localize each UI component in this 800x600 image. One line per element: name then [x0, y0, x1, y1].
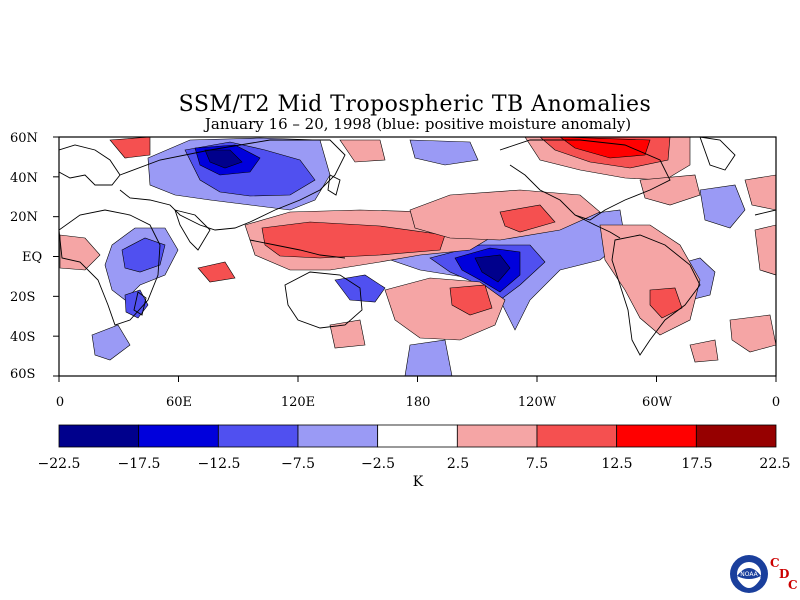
colorbar-box	[58, 424, 140, 448]
colorbar-label: 22.5	[759, 456, 791, 472]
map-title: SSM/T2 Mid Tropospheric TB Anomalies	[178, 92, 652, 117]
lat-label-eq: EQ	[22, 250, 43, 265]
anomaly-red-gulf	[59, 234, 101, 271]
anomaly-red-west-atlantic	[744, 174, 776, 211]
colorbar-box	[616, 424, 697, 448]
colorbar-box	[217, 424, 299, 448]
colorbar-label: −12.5	[197, 456, 241, 472]
anomaly-red-southwest-pacific	[329, 319, 366, 349]
lon-label-60w: 60W	[642, 395, 672, 410]
coastline-madagascar	[133, 291, 147, 316]
lon-label-60e: 60E	[165, 395, 193, 410]
anomaly-red-east-atlantic	[754, 224, 776, 276]
lon-label-180: 180	[405, 395, 431, 410]
noaa-logo-icon: NOAA	[730, 555, 768, 593]
colorbar-box	[695, 424, 777, 448]
colorbar-box	[138, 424, 219, 448]
anomaly-blue-south-pacific	[404, 339, 453, 376]
cdc-letter: C	[770, 556, 780, 570]
lat-label-60s: 60S	[10, 367, 36, 382]
lat-label-40n: 40N	[10, 171, 38, 186]
coastline-greenland	[699, 137, 736, 171]
anomaly-red-indian-ocean	[197, 261, 236, 283]
anomaly-red-south-america-core	[649, 287, 683, 319]
map-subtitle: January 16 – 20, 1998 (blue: positive mo…	[204, 115, 632, 133]
lat-label-40s: 40S	[10, 330, 36, 345]
lat-label-60n: 60N	[10, 131, 38, 146]
anomaly-red-nepal	[339, 139, 386, 163]
colorbar-label: 2.5	[446, 456, 470, 472]
anomaly-blue-north-atlantic	[699, 184, 746, 229]
coastline-north-america	[499, 139, 671, 221]
coastline-south-america	[611, 234, 701, 356]
anomaly-red-north-atlantic	[639, 174, 701, 206]
anomaly-red-north-america-deep	[559, 137, 651, 159]
colorbar-label: 7.5	[525, 456, 549, 472]
lat-label-20s: 20S	[10, 290, 36, 305]
coastline-africa	[59, 209, 161, 326]
anomaly-red-south-indian	[689, 339, 719, 363]
coastline-indonesia	[249, 239, 346, 259]
colorbar-box	[377, 424, 458, 448]
anomaly-blue-central-asia-deepest	[204, 149, 243, 169]
noaa-logo-text: NOAA	[740, 571, 758, 578]
colorbar-box	[536, 424, 618, 448]
colorbar-label: −17.5	[117, 456, 161, 472]
coastline-japan	[327, 174, 341, 196]
anomaly-red-mediterranean	[109, 137, 151, 159]
anomaly-red-west-pacific-core	[261, 221, 446, 259]
anomaly-blue-africa-core	[121, 237, 166, 273]
colorbar-label: −22.5	[37, 456, 81, 472]
colorbar-label: −7.5	[281, 456, 315, 472]
colorbar-label: 12.5	[601, 456, 633, 472]
anomaly-red-mid-pacific-core	[499, 204, 556, 233]
colorbar-box	[297, 424, 379, 448]
anomaly-blue-east-pacific-deepest	[474, 254, 511, 283]
coastline-europe	[59, 144, 121, 186]
coastline-central-america	[574, 214, 621, 239]
lon-label-120w: 120W	[517, 395, 557, 410]
cdc-letter: C	[788, 578, 798, 592]
colorbar-label: −2.5	[361, 456, 395, 472]
colorbar-label: 17.5	[681, 456, 713, 472]
coastline-asia	[119, 139, 346, 231]
coastline-australia	[284, 271, 363, 329]
colorbar-unit: K	[412, 474, 424, 490]
anomaly-blue-north-pacific	[409, 139, 479, 166]
colorbar-box	[456, 424, 538, 448]
anomaly-red-south-atlantic	[729, 314, 776, 353]
lat-label-20n: 20N	[10, 210, 38, 225]
lon-label-0-east: 0	[771, 395, 781, 410]
anomaly-red-south-pacific-core	[449, 284, 493, 316]
lon-label-120e: 120E	[280, 395, 316, 410]
coastline-africa-east-edge	[754, 209, 776, 216]
anomaly-blue-south-atlantic	[91, 324, 131, 361]
coastline-india	[174, 209, 211, 251]
lon-label-0: 0	[55, 395, 65, 410]
cdc-letter: D	[779, 567, 790, 581]
